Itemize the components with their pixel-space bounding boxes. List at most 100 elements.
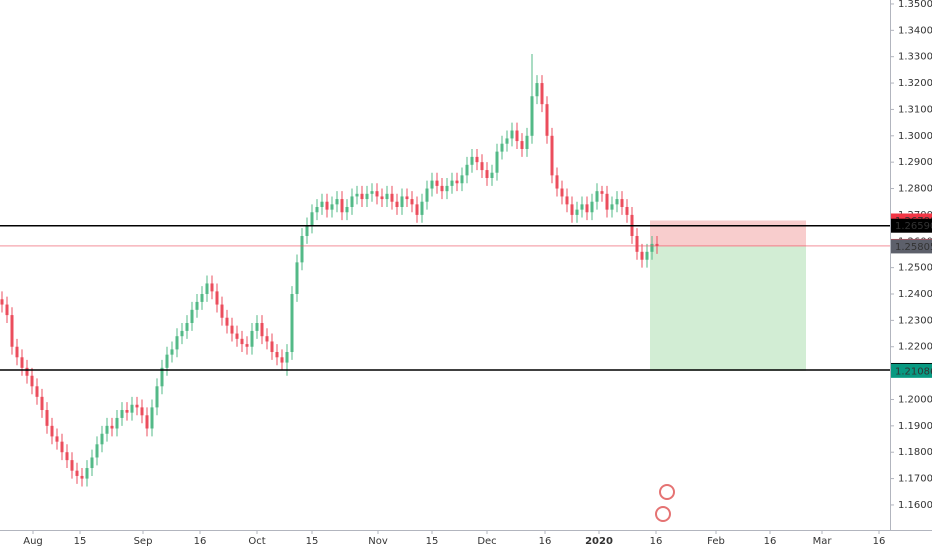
- candle-body: [70, 460, 74, 471]
- y-tick-label: 1.23000: [898, 315, 932, 326]
- y-tick-label: 1.17000: [898, 474, 932, 485]
- candle-body: [620, 199, 624, 207]
- candle-body: [330, 204, 334, 210]
- y-tick-label: 1.32000: [898, 78, 932, 89]
- candle-body: [305, 225, 309, 236]
- candle-body: [310, 212, 314, 226]
- candle-body: [300, 235, 304, 263]
- candle-body: [180, 330, 184, 337]
- candle-body: [240, 338, 244, 345]
- candle-body: [60, 441, 64, 453]
- x-tick-label: Mar: [813, 536, 833, 547]
- candle-body: [175, 336, 179, 350]
- x-tick-label: 16: [539, 536, 552, 547]
- candle-body: [510, 130, 514, 139]
- candle-body: [615, 199, 619, 205]
- candle-body: [65, 452, 69, 461]
- candle-body: [200, 294, 204, 302]
- y-tick-label: 1.35000: [898, 0, 932, 10]
- candle-body: [535, 83, 539, 97]
- candle-body: [555, 175, 559, 189]
- candle-body: [545, 104, 549, 136]
- candle-body: [385, 193, 389, 200]
- candle-body: [370, 191, 374, 194]
- candle-body: [35, 386, 39, 397]
- x-tick-label: Dec: [477, 536, 496, 547]
- candle-body: [165, 354, 169, 368]
- candle-body: [315, 206, 319, 213]
- candle-body: [95, 444, 99, 458]
- candle-body: [600, 191, 604, 194]
- candle-body: [145, 415, 149, 429]
- y-tick-label: 1.25000: [898, 263, 932, 274]
- target-zone: [650, 246, 806, 371]
- candle-body: [85, 468, 89, 479]
- candle-body: [110, 425, 114, 429]
- candle-body: [530, 96, 534, 136]
- price-badge: [891, 218, 932, 233]
- x-tick-label: Aug: [23, 536, 43, 547]
- candle-body: [350, 196, 354, 207]
- candle-body: [230, 325, 234, 334]
- price-badge-label: 1.21086: [895, 366, 932, 377]
- candle-body: [395, 201, 399, 207]
- price-badge-label: 1.25805: [895, 242, 932, 253]
- candle-body: [405, 196, 409, 200]
- y-tick-label: 1.18000: [898, 447, 932, 458]
- candle-body: [435, 180, 439, 186]
- candle-body: [90, 457, 94, 469]
- candle-body: [115, 417, 119, 429]
- candle-body: [470, 156, 474, 165]
- candle-body: [255, 323, 259, 331]
- candle-body: [185, 323, 189, 331]
- candle-body: [190, 309, 194, 324]
- candle-body: [515, 130, 519, 142]
- candle-body: [195, 301, 199, 310]
- candle-body: [25, 367, 29, 376]
- candle-body: [500, 143, 504, 152]
- y-tick-label: 1.19000: [898, 421, 932, 432]
- candle-body: [120, 410, 124, 418]
- x-tick-label: 16: [194, 536, 207, 547]
- candle-body: [635, 235, 639, 252]
- x-tick-label: 16: [650, 536, 663, 547]
- candle-body: [160, 367, 164, 387]
- candle-body: [15, 346, 19, 358]
- y-tick-label: 1.22000: [898, 342, 932, 353]
- y-tick-label: 1.20000: [898, 394, 932, 405]
- candle-body: [640, 251, 644, 260]
- candle-body: [520, 141, 524, 149]
- candle-body: [570, 204, 574, 215]
- candle-body: [605, 193, 609, 210]
- candle-body: [380, 196, 384, 200]
- x-tick-label: Oct: [248, 536, 265, 547]
- price-badge: [891, 363, 932, 378]
- candle-body: [295, 262, 299, 295]
- candle-body: [420, 201, 424, 215]
- candle-body: [225, 317, 229, 326]
- candle-body: [40, 396, 44, 411]
- candle-body: [290, 294, 294, 353]
- candle-body: [550, 135, 554, 176]
- x-tick-label: 2020: [585, 536, 613, 547]
- y-tick-label: 1.28000: [898, 184, 932, 195]
- candle-body: [415, 204, 419, 215]
- candle-body: [595, 191, 599, 202]
- candle-body: [375, 191, 379, 197]
- candle-body: [325, 201, 329, 210]
- candle-body: [205, 283, 209, 295]
- candle-body: [400, 196, 404, 207]
- x-tick-label: 15: [74, 536, 87, 547]
- y-tick-label: 1.29000: [898, 157, 932, 168]
- candle-body: [30, 375, 34, 387]
- candle-body: [220, 304, 224, 318]
- candle-body: [525, 135, 529, 149]
- candle-body: [485, 170, 489, 178]
- y-tick-label: 1.24000: [898, 289, 932, 300]
- candle-body: [80, 475, 84, 479]
- event-icon: [655, 506, 671, 522]
- candle-body: [625, 206, 629, 215]
- candle-body: [280, 357, 284, 363]
- candle-body: [5, 304, 9, 316]
